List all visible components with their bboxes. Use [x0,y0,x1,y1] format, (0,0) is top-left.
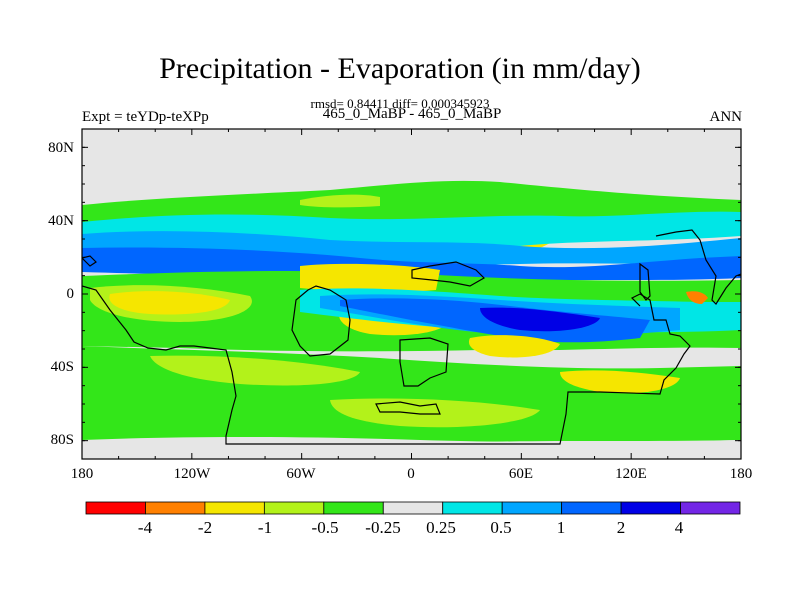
colorbar-swatch [680,501,741,515]
continent-outline-east [639,262,651,301]
continent-outline-south [399,337,449,387]
colorbar-label: 0.25 [426,518,456,537]
field-lightgreen-north [300,194,380,208]
colorbar-swatch [620,501,681,515]
colorbar-swatch [442,501,503,515]
continent-outline-northeast [655,229,741,305]
lon-tick-label: 0 [407,466,415,482]
colorbar-label: 2 [616,518,626,537]
case-label: 465_0_MaBP - 465_0_MaBP [322,106,502,122]
lat-tick-label: 0 [66,286,75,302]
lat-tick-label: 40S [50,359,74,375]
lat-tick-label: 80N [48,140,74,156]
lat-tick-label: 40N [48,213,74,229]
colorbar-label: -0.25 [365,518,401,537]
colorbar-swatch [382,501,444,515]
field-orange-east [686,291,708,304]
precip-field [82,129,741,459]
lon-tick-label: 180 [70,466,94,482]
colorbar-label: 4 [674,518,684,537]
colorbar-label: -4 [137,518,153,537]
field-yellow-atlantic [300,263,440,293]
colorbar-swatch [561,501,622,515]
field-yellow-south [560,370,680,394]
lat-tick-label: 80S [50,432,74,448]
map-title: Precipitation - Evaporation (in mm/day) [159,52,641,85]
colorbar-label: -2 [197,518,213,537]
field-yellow-equator [109,291,230,315]
colorbar-swatch [145,501,206,515]
continent-outline-north [411,261,485,287]
continent-outline-africa [291,285,351,357]
colorbar [85,501,741,515]
axis-ticks [81,128,742,460]
continent-outline-west [82,285,691,445]
lon-tick-label: 60W [286,466,316,482]
field-gray-antarctic [82,437,741,459]
colorbar-swatch [85,501,146,515]
season-label: ANN [709,109,743,125]
colorbar-label: 1 [556,518,566,537]
lon-tick-label: 60E [508,466,534,482]
colorbar-label: -0.5 [311,518,339,537]
field-lightgreen-south2 [330,398,540,428]
continent-outlines [82,229,741,445]
lon-tick-label: 180 [729,466,753,482]
field-darkblue-equator [480,307,600,332]
colorbar-swatch [204,501,265,515]
continent-outline-island [375,401,441,415]
stats-line: rmsd= 0.84411 diff= 0.000345923 [310,96,490,111]
field-lightgreen-south [150,355,360,386]
colorbar-swatch [501,501,563,515]
continent-outline-smallisland [82,255,97,267]
colorbar-swatch [263,501,325,515]
experiment-label: Expt = teYDp-teXPp [82,109,209,125]
colorbar-label: 0.5 [490,518,512,537]
colorbar-label: -1 [257,518,273,537]
lon-tick-label: 120E [615,466,647,482]
lon-tick-label: 120W [173,466,211,482]
field-yellow-indian [468,335,560,358]
colorbar-swatch [323,501,384,515]
